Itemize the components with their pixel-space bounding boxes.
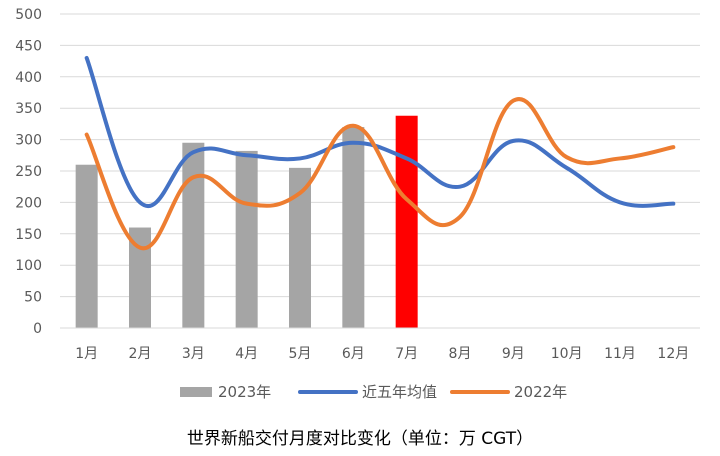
bar: [289, 167, 311, 328]
y-tick-label: 250: [15, 164, 42, 180]
y-tick-label: 100: [15, 258, 42, 274]
y-axis-ticks: 0 50 100 150 200 250 300 350 400 450 500: [15, 7, 42, 337]
legend-label-2023: 2023年: [218, 383, 271, 401]
y-tick-label: 0: [33, 321, 42, 337]
legend: 2023年 近五年均值 2022年: [180, 383, 567, 401]
gridlines: [60, 13, 700, 298]
x-axis-ticks: 1月 2月 3月 4月 5月 6月 7月 8月 9月 10月 11月 12月: [75, 346, 689, 362]
x-tick-label: 8月: [449, 346, 472, 362]
chart-title: 世界新船交付月度对比变化（单位：万 CGT）: [187, 429, 533, 449]
y-tick-label: 50: [24, 290, 42, 306]
bar: [395, 115, 418, 329]
y-tick-label: 350: [15, 101, 42, 117]
y-tick-label: 450: [15, 38, 42, 54]
bar: [342, 127, 365, 328]
bar-series-2023: [75, 115, 418, 329]
bar: [129, 227, 151, 328]
bar: [75, 164, 98, 328]
x-tick-label: 4月: [235, 346, 258, 362]
x-tick-label: 1月: [75, 346, 98, 362]
line-series: [84, 55, 676, 251]
bar: [235, 150, 258, 328]
line-five-year-average: [84, 55, 676, 208]
x-tick-label: 7月: [395, 346, 418, 362]
y-tick-label: 300: [15, 133, 42, 149]
legend-swatch-2023: [180, 387, 212, 397]
legend-label-five-year-average: 近五年均值: [362, 383, 437, 401]
x-tick-label: 10月: [551, 346, 583, 362]
x-tick-label: 12月: [657, 346, 689, 362]
legend-label-2022: 2022年: [514, 383, 567, 401]
x-tick-label: 2月: [129, 346, 152, 362]
y-tick-label: 200: [15, 195, 42, 211]
x-tick-label: 5月: [289, 346, 312, 362]
x-tick-label: 9月: [502, 346, 525, 362]
y-tick-label: 500: [15, 7, 42, 23]
x-tick-label: 3月: [182, 346, 205, 362]
line-2022: [84, 97, 676, 251]
x-tick-label: 11月: [604, 346, 636, 362]
x-tick-label: 6月: [342, 346, 365, 362]
bar: [182, 142, 205, 328]
y-tick-label: 400: [15, 70, 42, 86]
y-tick-label: 150: [15, 227, 42, 243]
